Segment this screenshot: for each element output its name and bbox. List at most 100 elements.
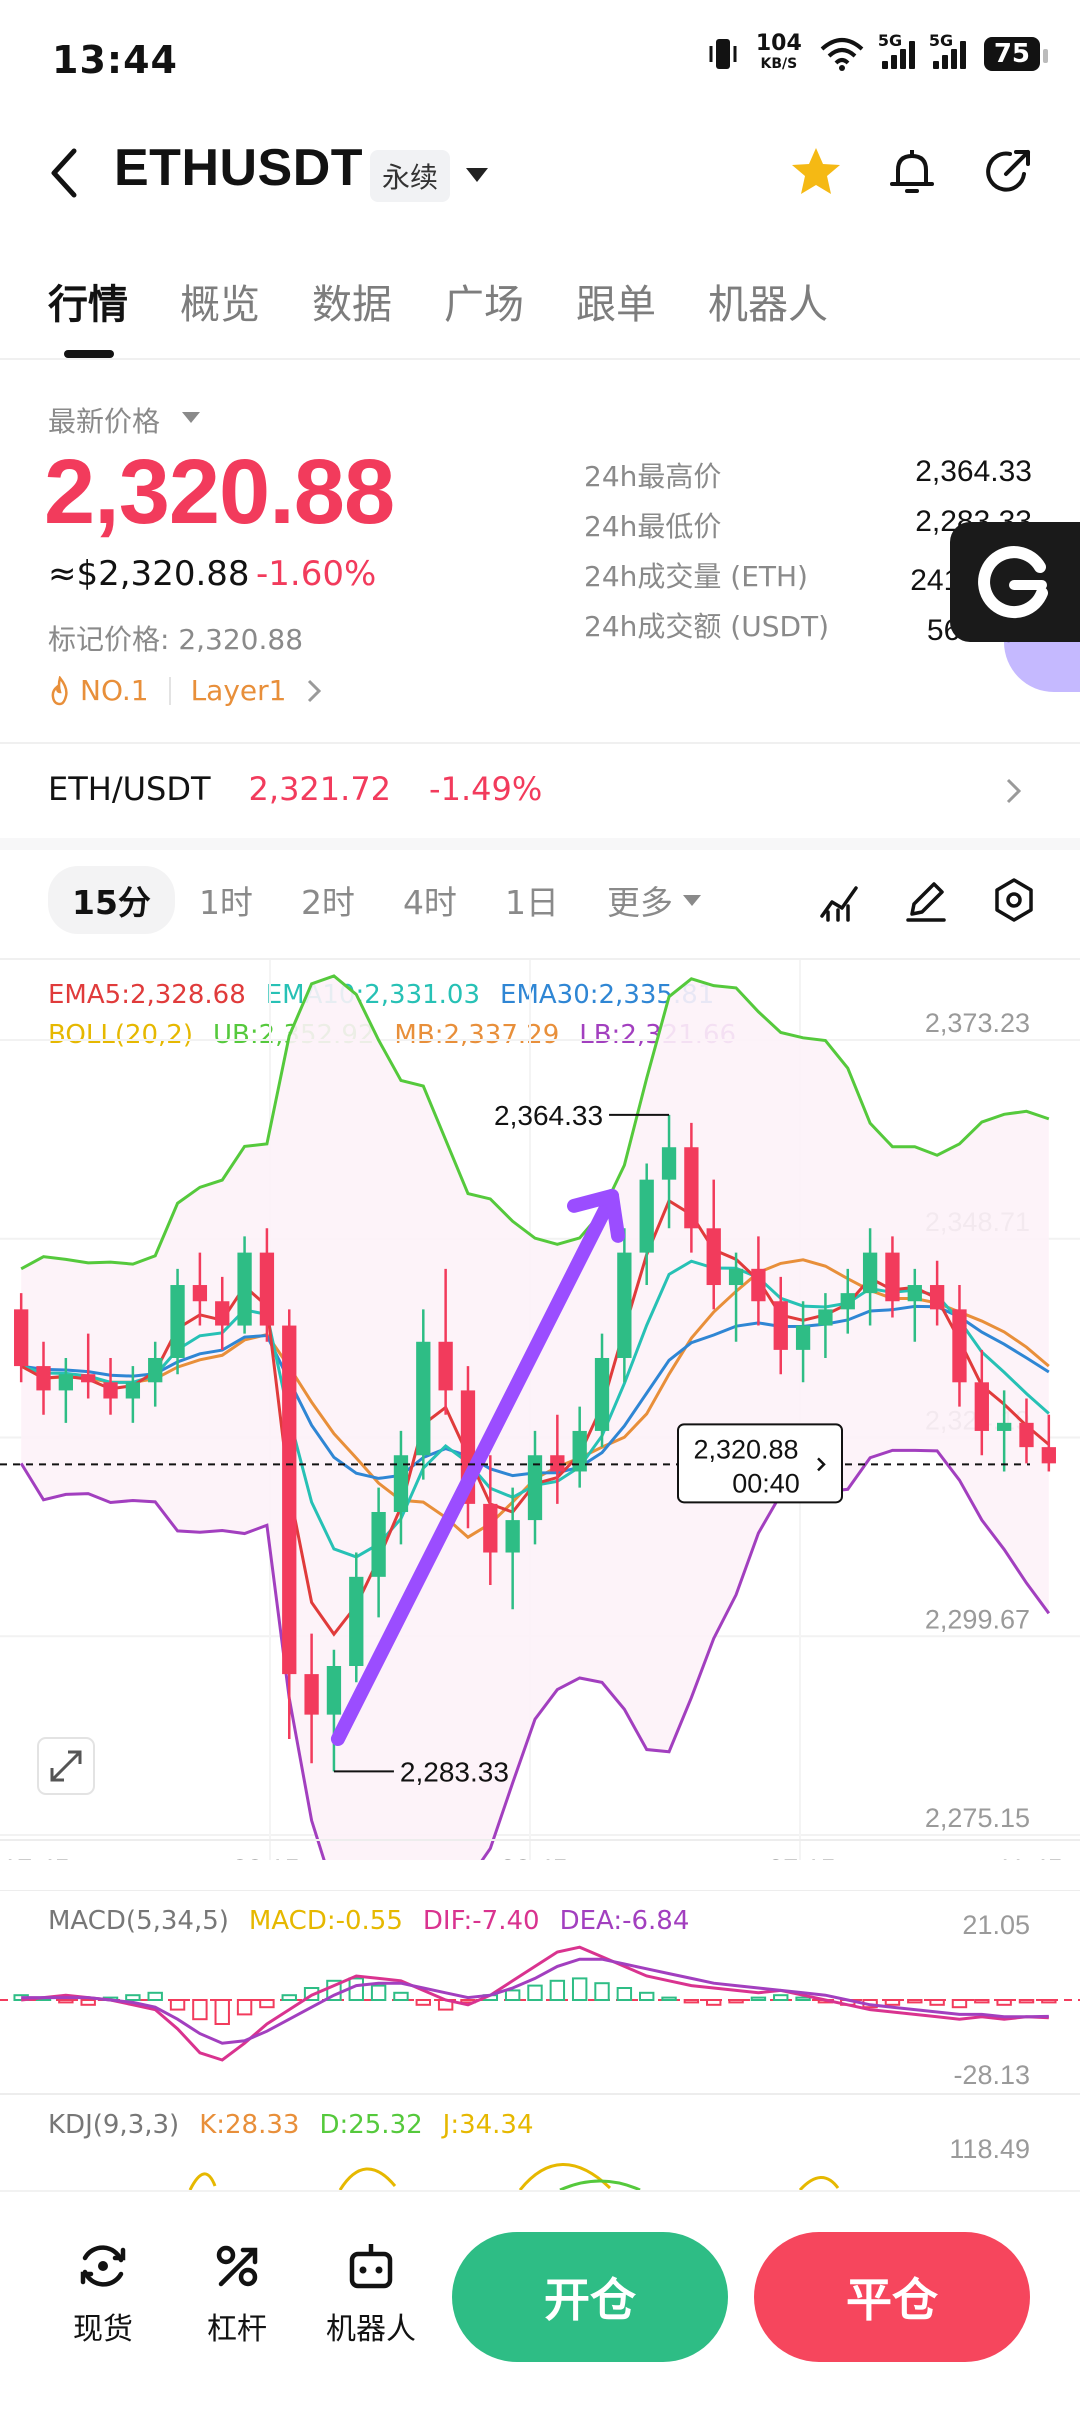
pair-title[interactable]: ETHUSDT bbox=[114, 139, 364, 197]
logo-icon bbox=[978, 546, 1048, 619]
macd-bar bbox=[951, 1999, 968, 2009]
x-tick-label: 11:45 bbox=[997, 1854, 1063, 1860]
macd-bar bbox=[706, 1999, 722, 2006]
status-icons: 104 KB/S 5G 5G 75 bbox=[708, 31, 1049, 74]
low-marker-label: 2,283.33 bbox=[400, 1756, 509, 1787]
countdown-label: 00:40 bbox=[732, 1468, 800, 1498]
macd-bar bbox=[214, 1999, 230, 2025]
price-change: -1.60% bbox=[256, 554, 377, 594]
macd-bar bbox=[527, 1984, 543, 2001]
y-tick-label: 2,373.23 bbox=[925, 1008, 1030, 1038]
interval-1d[interactable]: 1日 bbox=[504, 883, 559, 922]
settings-icon[interactable] bbox=[990, 876, 1038, 924]
bell-icon[interactable] bbox=[884, 144, 940, 200]
x-tick-label: 17:45 bbox=[2, 1854, 70, 1860]
interval-4h[interactable]: 4时 bbox=[402, 883, 457, 922]
interval-2h[interactable]: 2时 bbox=[300, 883, 355, 922]
macd-bar bbox=[773, 1994, 789, 2001]
share-icon[interactable] bbox=[980, 144, 1036, 200]
tab-data[interactable]: 数据 bbox=[312, 282, 392, 328]
spot-price: 2,321.72 bbox=[248, 770, 392, 808]
tab-overview[interactable]: 概览 bbox=[180, 282, 260, 328]
macd-bar bbox=[996, 1999, 1012, 2006]
macd-bar bbox=[1018, 1999, 1035, 2004]
candle-body bbox=[282, 1325, 297, 1675]
candle-body bbox=[326, 1665, 342, 1715]
y-tick-label: 2,299.67 bbox=[925, 1604, 1030, 1634]
candle-body bbox=[483, 1503, 498, 1553]
kline-chart[interactable]: 2,373.232,348.712,324.192,299.672,275.15… bbox=[0, 960, 1080, 1860]
mark-price: 标记价格: 2,320.88 bbox=[48, 623, 304, 656]
interval-15m[interactable]: 15分 bbox=[48, 866, 175, 934]
star-icon[interactable] bbox=[788, 144, 844, 200]
annotation-arrow-head bbox=[567, 1188, 626, 1243]
macd-bar bbox=[58, 1999, 74, 2004]
candle-body bbox=[728, 1268, 744, 1286]
draw-icon[interactable] bbox=[902, 876, 950, 924]
macd-bar bbox=[929, 1999, 945, 2006]
boll-name: BOLL(20,2) bbox=[48, 1020, 193, 1050]
section-gap bbox=[0, 838, 1080, 850]
margin-nav[interactable]: 杠杆 bbox=[182, 2238, 292, 2348]
tag-row[interactable]: NO.1 Layer1 bbox=[48, 674, 322, 707]
flame-icon bbox=[51, 675, 68, 705]
chevron-right-icon[interactable] bbox=[1004, 776, 1024, 806]
macd-bar bbox=[594, 1982, 610, 2001]
candle-body bbox=[103, 1382, 118, 1399]
tab-square[interactable]: 广场 bbox=[444, 282, 524, 328]
spot-nav[interactable]: 现货 bbox=[48, 2238, 158, 2348]
candle-body bbox=[929, 1285, 945, 1310]
candle-body bbox=[170, 1285, 185, 1358]
candle-body bbox=[639, 1179, 654, 1253]
floating-widget[interactable] bbox=[950, 522, 1080, 642]
indicator-icon[interactable] bbox=[816, 876, 864, 924]
candle-body bbox=[751, 1268, 766, 1302]
chevron-right-icon[interactable] bbox=[306, 678, 322, 704]
open-position-button[interactable]: 开仓 bbox=[452, 2232, 728, 2362]
sub-indicator-panes[interactable]: 21.05 -28.13 118.49 bbox=[0, 1890, 1080, 2190]
expand-icon-glyph bbox=[50, 1750, 82, 1782]
candle-body bbox=[259, 1252, 275, 1326]
divider bbox=[0, 958, 1080, 960]
candle-body bbox=[773, 1301, 788, 1350]
interval-bar: 15分 1时 2时 4时 1日 更多 bbox=[48, 866, 701, 934]
margin-icon bbox=[216, 2245, 258, 2287]
boll-lower-line bbox=[19, 1448, 1051, 1860]
last-price-label[interactable]: 最新价格 bbox=[48, 405, 161, 438]
candle-body bbox=[840, 1293, 855, 1310]
close-position-button[interactable]: 平仓 bbox=[754, 2232, 1030, 2362]
robot-icon bbox=[349, 2244, 393, 2289]
candle-body bbox=[974, 1382, 989, 1431]
status-time: 13:44 bbox=[52, 38, 178, 82]
boll-band-fill bbox=[21, 975, 1049, 1860]
macd-bar bbox=[728, 1999, 744, 2004]
candle-body bbox=[862, 1252, 878, 1294]
chevron-down-icon[interactable] bbox=[182, 412, 200, 423]
candle-body bbox=[594, 1357, 610, 1431]
spot-pair-row[interactable]: ETH/USDT 2,321.72 -1.49% bbox=[48, 770, 542, 808]
contract-type-tag[interactable]: 永续 bbox=[370, 150, 451, 202]
candle-body bbox=[1019, 1422, 1034, 1448]
bot-nav[interactable]: 机器人 bbox=[316, 2238, 426, 2348]
back-icon[interactable] bbox=[44, 145, 84, 201]
y-tick-label: 2,275.15 bbox=[925, 1803, 1030, 1833]
tab-bar: 行情 概览 数据 广场 跟单 机器人 bbox=[48, 272, 828, 330]
candle-body bbox=[885, 1252, 900, 1302]
macd-value: MACD:-0.55 bbox=[248, 1906, 403, 1936]
dif-value: DIF:-7.40 bbox=[422, 1906, 540, 1936]
category-tag[interactable]: Layer1 bbox=[190, 674, 287, 707]
chevron-down-icon[interactable] bbox=[466, 168, 488, 182]
tab-market[interactable]: 行情 bbox=[48, 282, 128, 328]
macd-tick-label: -28.13 bbox=[953, 2060, 1030, 2090]
macd-bar bbox=[571, 1977, 588, 2002]
tab-bot[interactable]: 机器人 bbox=[708, 282, 828, 328]
candle-body bbox=[81, 1374, 96, 1383]
interval-more[interactable]: 更多 bbox=[606, 883, 673, 922]
usd-price: ≈$2,320.88 bbox=[48, 554, 250, 594]
interval-1h[interactable]: 1时 bbox=[198, 883, 253, 922]
tab-copy-trade[interactable]: 跟单 bbox=[576, 282, 656, 328]
candle-body bbox=[438, 1341, 453, 1391]
rank-tag[interactable]: NO.1 bbox=[48, 674, 149, 707]
chevron-down-icon[interactable] bbox=[682, 894, 701, 906]
candle-body bbox=[617, 1252, 632, 1358]
